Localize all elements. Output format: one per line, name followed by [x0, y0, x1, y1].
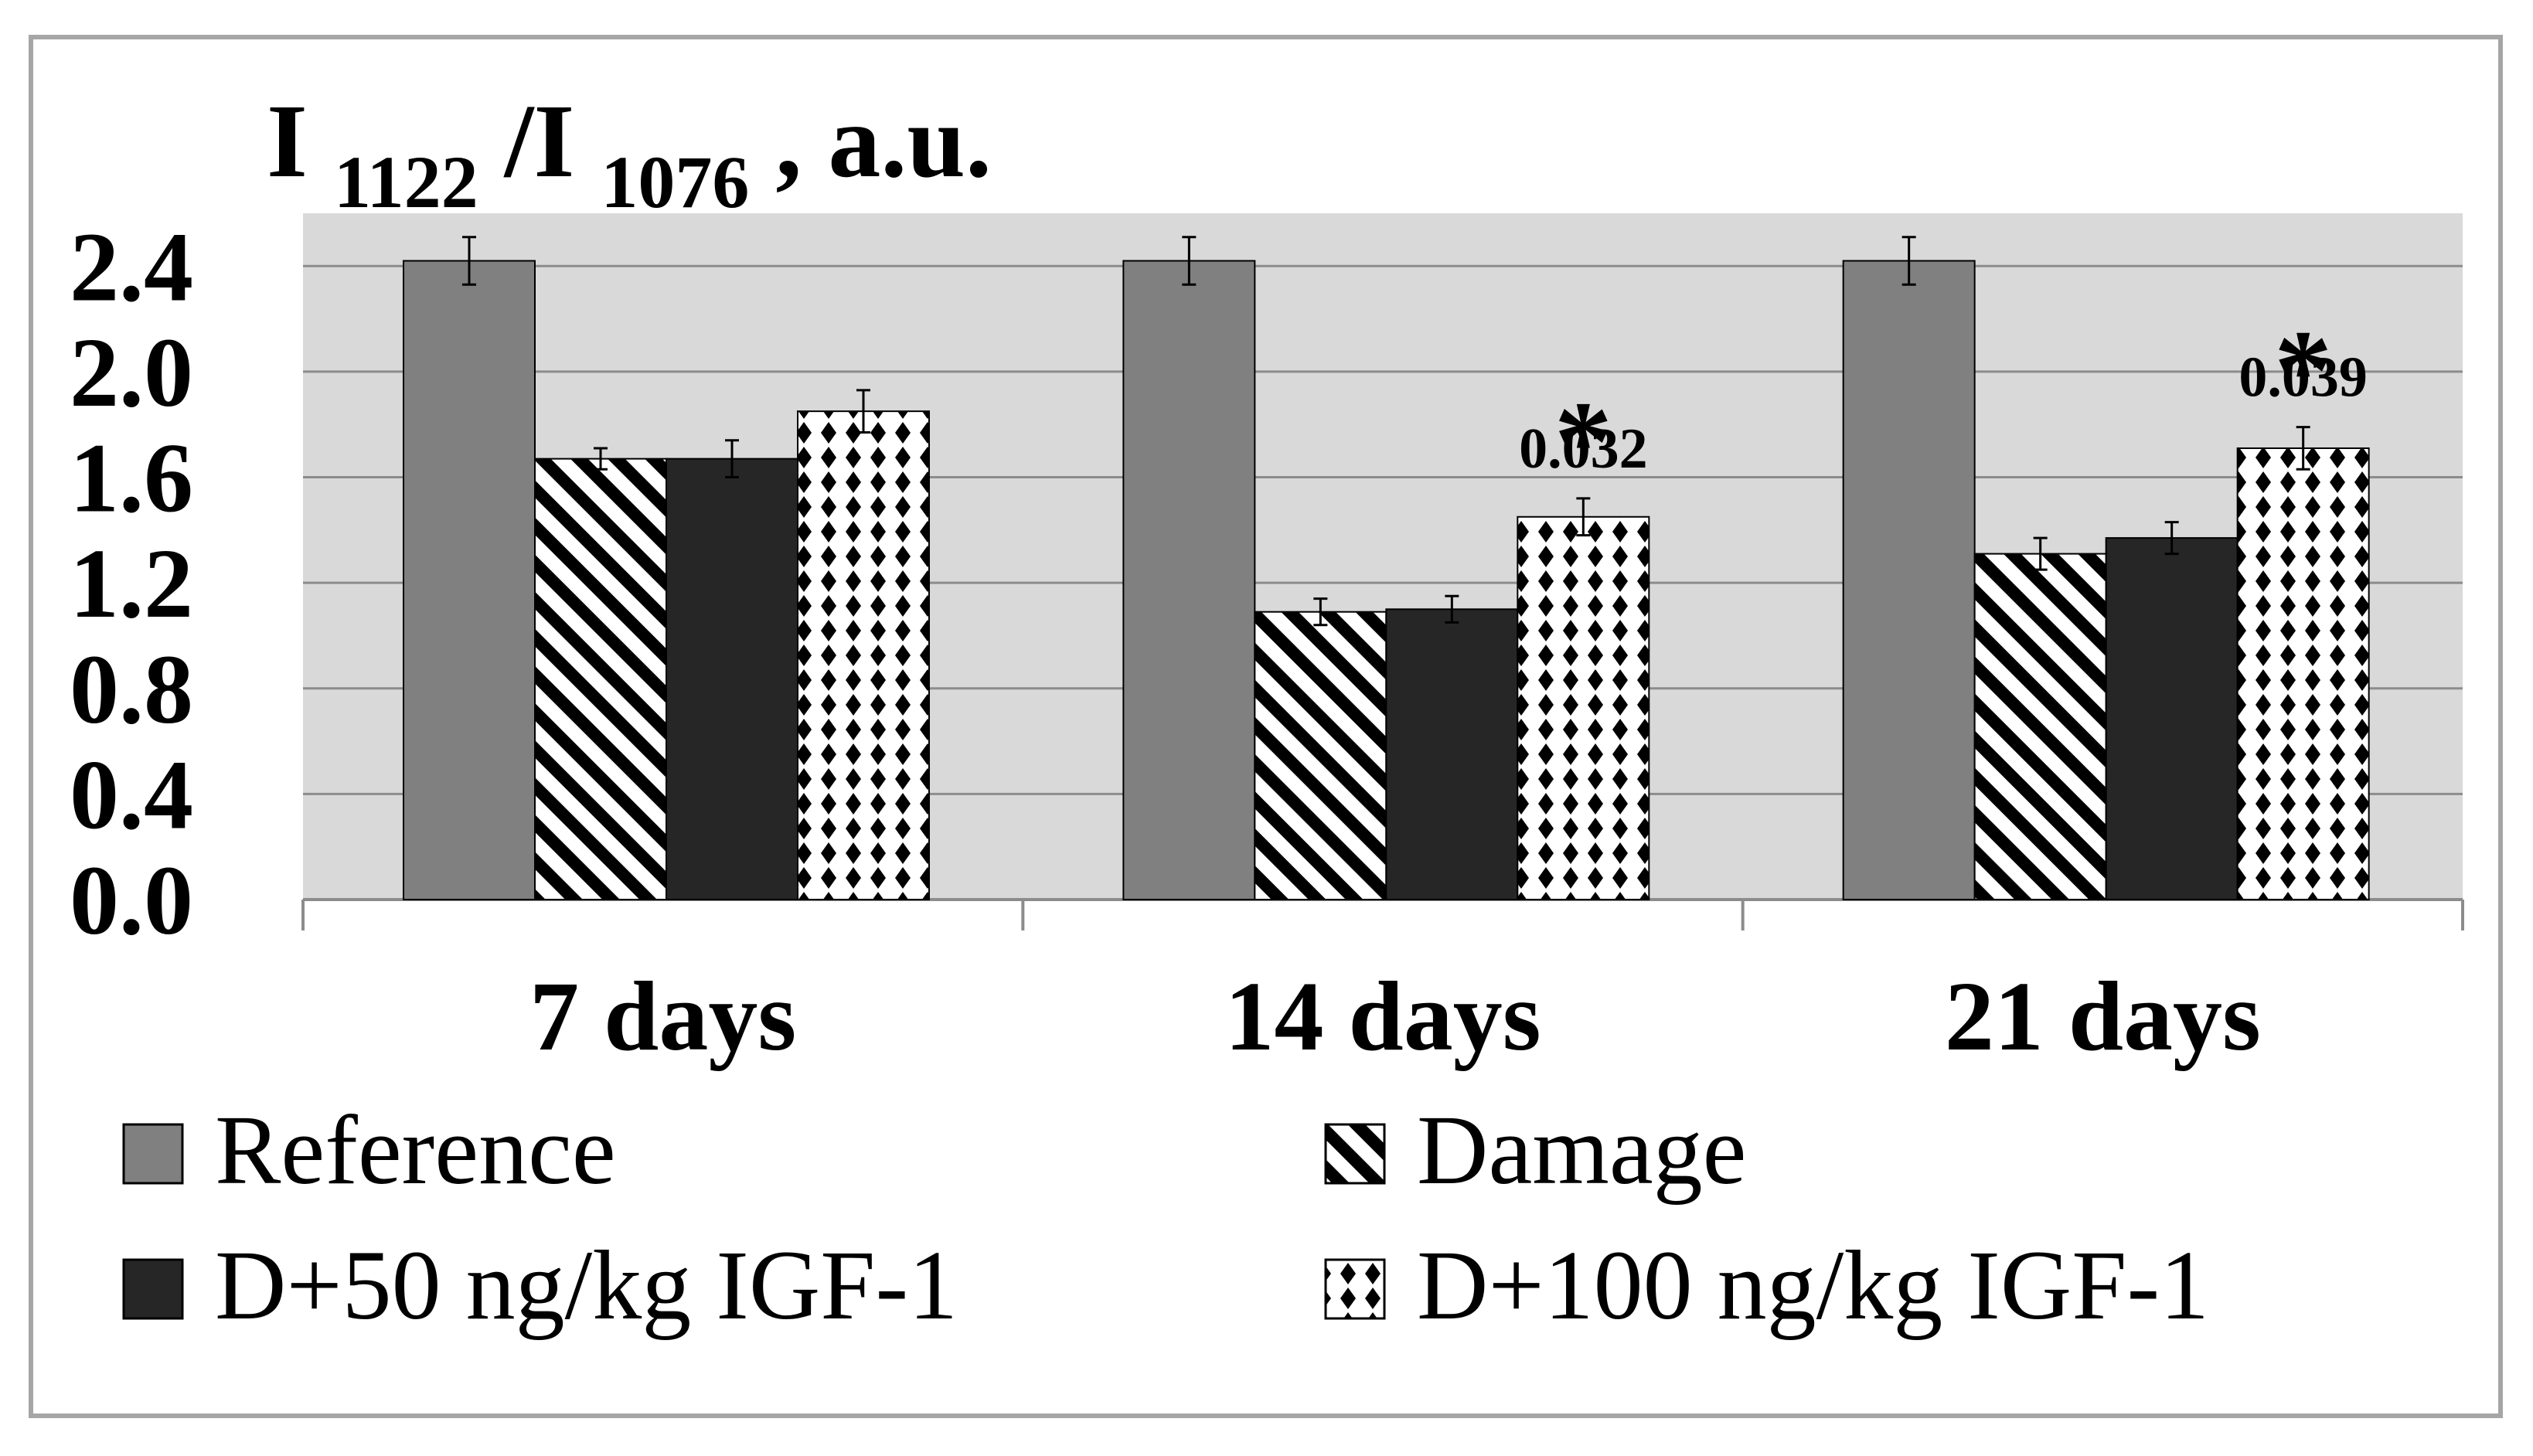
y-tick-label: 1.2 — [70, 529, 193, 638]
annotations: 0.032*0.039* — [1519, 307, 2368, 506]
x-category-label: 14 days — [1225, 961, 1541, 1071]
x-category-label: 7 days — [529, 961, 796, 1071]
legend-label: D+100 ng/kg IGF-1 — [1417, 1230, 2209, 1340]
y-tick-labels: 0.00.40.81.21.62.02.4 — [70, 212, 193, 955]
bar-d-100-ng-kg-igf-1-2 — [2236, 447, 2370, 900]
p-value-label: 0.032 — [1519, 417, 1648, 481]
ylabel-suffix: , a.u. — [775, 83, 992, 199]
x-category-label: 21 days — [1945, 961, 2261, 1071]
x-tick-labels: 7 days 14 days 21 days — [529, 961, 2261, 1071]
bar-d-50-ng-kg-igf-1-1 — [1385, 608, 1519, 900]
legend-swatch — [122, 1258, 184, 1320]
ylabel-sep: /I — [503, 83, 575, 199]
error-bars — [462, 236, 2310, 627]
legend: Reference Damage D+50 ng/kg IGF-1 D+100 ng/… — [122, 1095, 2209, 1340]
significance-star: * — [1554, 378, 1612, 506]
bar-reference-0 — [403, 260, 536, 900]
legend-swatch — [122, 1123, 184, 1185]
bar-d-100-ng-kg-igf-1-1 — [1517, 515, 1650, 900]
legend-label: Reference — [215, 1095, 616, 1205]
y-tick-label: 2.0 — [70, 318, 193, 427]
y-tick-label: 0.4 — [70, 740, 193, 849]
y-tick-label: 1.6 — [70, 424, 193, 533]
legend-label: Damage — [1417, 1095, 1746, 1205]
bars — [403, 260, 2370, 900]
y-tick-label: 0.0 — [70, 845, 193, 955]
bar-d-50-ng-kg-igf-1-2 — [2105, 537, 2239, 900]
bar-reference-1 — [1122, 260, 1256, 900]
legend-swatch — [1324, 1258, 1386, 1320]
bar-d-50-ng-kg-igf-1-0 — [666, 458, 798, 900]
ylabel-prefix: I — [267, 83, 308, 199]
legend-item-damage: Damage — [1324, 1095, 1746, 1205]
y-tick-label: 2.4 — [70, 212, 193, 321]
p-value-label: 0.039 — [2239, 346, 2368, 410]
bar-damage-0 — [534, 458, 667, 900]
ylabel-sub1: 1122 — [334, 141, 478, 223]
ylabel-sub2: 1076 — [601, 141, 749, 223]
legend-item-d-50-ng-kg-igf-1: D+50 ng/kg IGF-1 — [122, 1230, 958, 1340]
legend-item-d-100-ng-kg-igf-1: D+100 ng/kg IGF-1 — [1324, 1230, 2209, 1340]
y-axis-label: I 1122 /I 1076 , a.u. — [267, 83, 992, 230]
significance-star: * — [2274, 307, 2332, 435]
bar-d-100-ng-kg-igf-1-0 — [797, 410, 930, 900]
legend-label: D+50 ng/kg IGF-1 — [215, 1230, 958, 1340]
legend-swatch — [1324, 1123, 1386, 1185]
bar-damage-1 — [1254, 611, 1387, 900]
bar-reference-2 — [1842, 260, 1976, 900]
bar-damage-2 — [1973, 553, 2107, 900]
y-tick-label: 0.8 — [70, 634, 193, 744]
legend-item-reference: Reference — [122, 1095, 616, 1205]
